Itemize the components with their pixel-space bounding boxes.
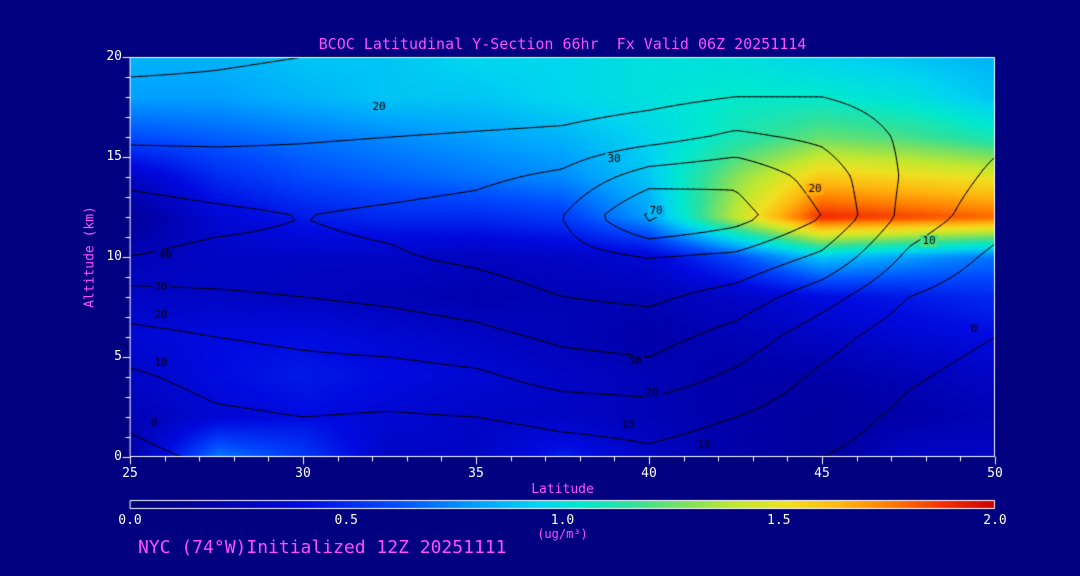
x-axis-tick-label: 25 — [122, 466, 138, 481]
colorbar-tick-label: 2.0 — [983, 513, 1007, 528]
x-axis-tick-label: 35 — [468, 466, 484, 481]
y-axis-tick-label: 15 — [106, 149, 122, 164]
chart-title: BCOC Latitudinal Y-Section 66hr Fx Valid… — [318, 35, 807, 53]
y-axis-tick-label: 5 — [114, 349, 122, 364]
colorbar-tick-label: 0.5 — [334, 513, 358, 528]
colorbar-tick-label: 1.5 — [767, 513, 791, 528]
colorbar-tick-label: 0.0 — [118, 513, 142, 528]
colorbar-tick-label: 1.0 — [550, 513, 575, 528]
colorbar-units-label: (ug/m³) — [537, 527, 588, 541]
footer-annotation: NYC (74°W)Initialized 12Z 20251111 — [138, 537, 507, 558]
y-axis-tick-label: 0 — [114, 449, 122, 464]
x-axis-tick-label: 40 — [641, 466, 657, 481]
y-axis-tick-label: 10 — [106, 249, 122, 264]
y-axis-tick-label: 20 — [106, 49, 122, 64]
x-axis-tick-label: 45 — [814, 466, 830, 481]
x-axis-title: Latitude — [531, 482, 594, 497]
x-axis-tick-label: 30 — [295, 466, 311, 481]
x-axis-tick-label: 50 — [987, 466, 1003, 481]
